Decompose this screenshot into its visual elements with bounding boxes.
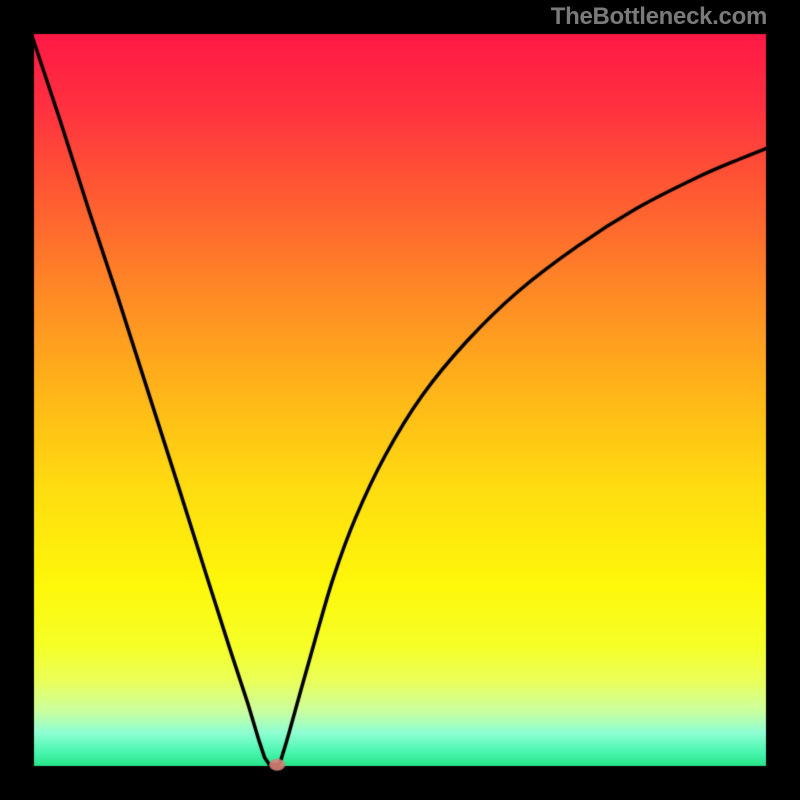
bottleneck-chart-canvas [0, 0, 800, 800]
chart-frame: TheBottleneck.com [0, 0, 800, 800]
watermark-text: TheBottleneck.com [551, 3, 767, 31]
